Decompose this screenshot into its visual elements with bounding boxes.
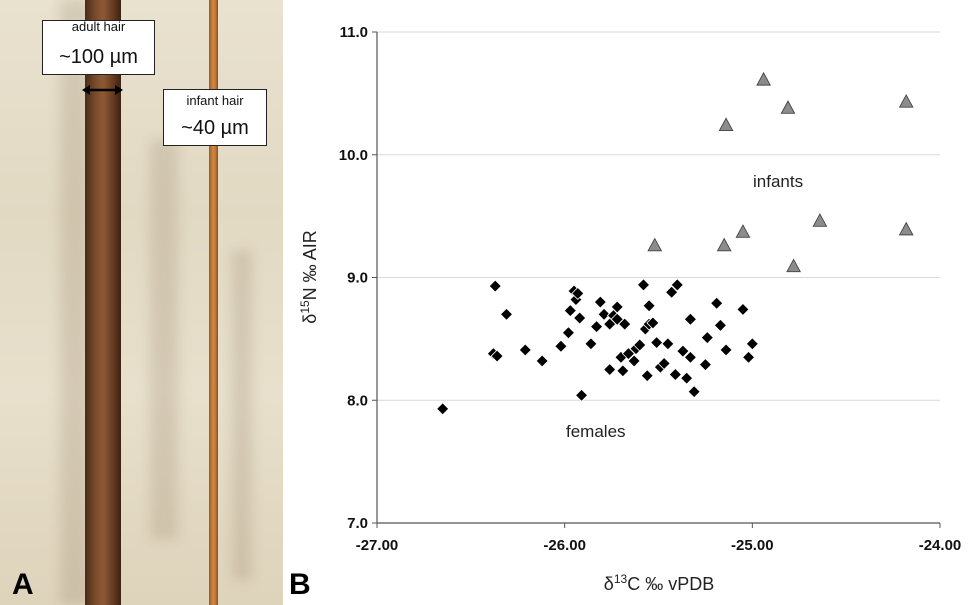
axes — [372, 31, 941, 528]
x-axis-title-delta: δ — [604, 574, 614, 594]
female-point — [742, 350, 756, 364]
scatter-panel: 7.0 8.0 9.0 10.0 11.0 -27.00 -26.00 -25.00 -24.0… — [283, 0, 971, 605]
female-point — [646, 316, 660, 330]
infant-point — [735, 224, 751, 238]
female-point — [698, 358, 712, 372]
x-axis-title: δ13C ‰ vPDB — [604, 572, 714, 594]
y-axis-title-rest: N ‰ AIR — [300, 230, 320, 300]
female-point — [610, 300, 624, 314]
y-axis-title-sup: 15 — [298, 300, 312, 314]
female-point — [518, 343, 532, 357]
female-point — [490, 349, 504, 363]
female-point — [590, 320, 604, 334]
infant-hair-strand — [209, 0, 218, 605]
female-point — [642, 299, 656, 313]
female-point — [618, 317, 632, 331]
female-point — [636, 278, 651, 292]
infants-annotation: infants — [753, 172, 803, 191]
background-shadow — [150, 140, 178, 540]
female-point — [680, 371, 694, 385]
female-point — [573, 311, 587, 325]
data-points — [436, 71, 914, 416]
adult-hair-strand — [85, 0, 121, 605]
infant-point — [780, 100, 796, 114]
y-tick-label: 7.0 — [347, 515, 368, 532]
infant-point — [786, 258, 802, 273]
female-point — [670, 278, 684, 292]
female-point — [633, 338, 647, 352]
female-point — [710, 296, 724, 310]
female-point — [554, 339, 568, 353]
female-point — [661, 337, 675, 351]
y-axis-title-delta: δ — [300, 314, 320, 324]
female-point — [683, 312, 697, 326]
background-shadow — [232, 250, 252, 580]
female-point — [713, 318, 727, 332]
female-point — [535, 354, 549, 368]
female-point — [597, 307, 611, 321]
female-point — [676, 344, 690, 358]
adult-hair-size: ~100 µm — [59, 46, 138, 68]
x-tick-label: -27.00 — [356, 537, 399, 554]
scatter-chart: 7.0 8.0 9.0 10.0 11.0 -27.00 -26.00 -25.00 -24.0… — [298, 24, 961, 594]
y-tick-label: 8.0 — [347, 392, 368, 409]
panel-b-letter: B — [289, 568, 311, 601]
x-axis-title-rest: C ‰ vPDB — [627, 574, 714, 594]
female-point — [719, 343, 733, 357]
female-point — [584, 337, 598, 351]
tick-labels: 7.0 8.0 9.0 10.0 11.0 -27.00 -26.00 -25.00 -24.0… — [339, 24, 961, 554]
female-point — [736, 302, 750, 316]
hair-photo: adult hair ~100 µm infant hair ~40 µm A — [0, 0, 283, 605]
infant-point — [898, 221, 914, 236]
female-point — [571, 286, 585, 301]
female-point — [499, 307, 514, 321]
female-point — [687, 385, 701, 399]
y-tick-label: 10.0 — [339, 147, 368, 164]
infant-point — [718, 117, 734, 131]
female-point — [561, 326, 575, 340]
female-point — [668, 367, 682, 382]
infant-point — [812, 213, 828, 227]
female-point — [563, 304, 577, 318]
x-tick-label: -26.00 — [543, 537, 586, 554]
female-point — [665, 285, 679, 299]
female-point — [593, 295, 607, 309]
gridlines — [377, 31, 940, 401]
infant-point — [756, 71, 771, 86]
x-axis-title-sup: 13 — [614, 572, 628, 586]
female-point — [616, 364, 630, 378]
female-point — [488, 279, 502, 293]
infant-point — [647, 237, 663, 252]
female-point — [700, 331, 714, 345]
y-tick-label: 11.0 — [340, 24, 368, 41]
panel-a-letter: A — [12, 568, 34, 601]
adult-hair-label-box: adult hair ~100 µm — [42, 19, 155, 75]
y-axis-title: δ15N ‰ AIR — [298, 230, 320, 323]
infant-hair-label: infant hair — [186, 93, 244, 108]
female-point — [657, 356, 671, 370]
female-point — [603, 362, 617, 377]
adult-hair-label: adult hair — [71, 19, 126, 34]
infant-point — [716, 237, 732, 252]
y-tick-label: 9.0 — [347, 270, 368, 287]
female-point — [574, 388, 589, 402]
width-arrow-icon — [82, 85, 123, 95]
female-point — [640, 369, 654, 383]
female-point — [650, 335, 664, 350]
females-annotation: females — [566, 422, 626, 441]
infant-hair-label-box: infant hair ~40 µm — [163, 89, 267, 146]
x-tick-label: -25.00 — [731, 537, 774, 554]
female-point — [627, 354, 641, 368]
female-point — [683, 350, 697, 364]
female-point — [436, 402, 450, 416]
infant-point — [898, 94, 914, 108]
x-tick-label: -24.00 — [919, 537, 962, 554]
infant-hair-size: ~40 µm — [181, 117, 249, 139]
female-point — [745, 337, 759, 351]
